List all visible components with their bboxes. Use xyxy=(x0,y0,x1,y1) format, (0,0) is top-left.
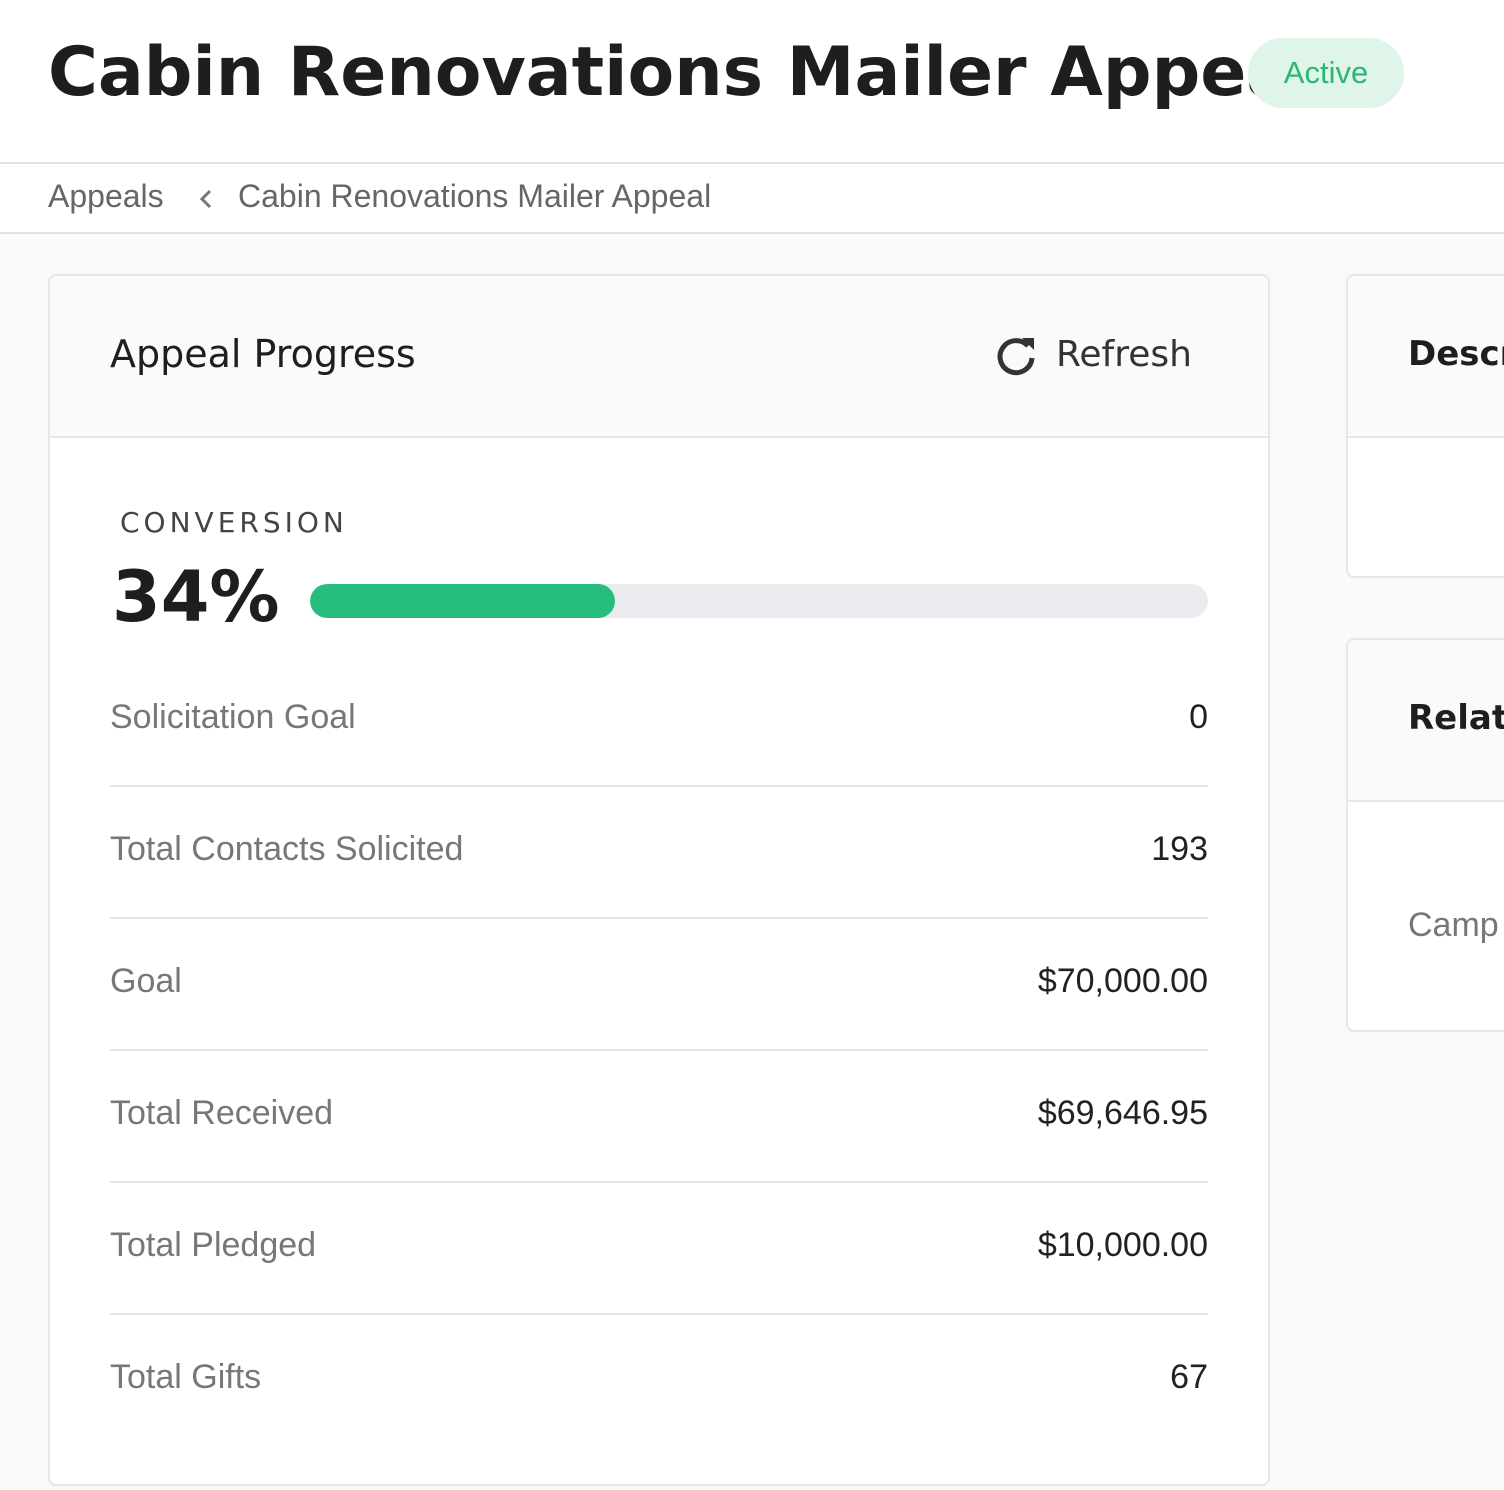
row-separator xyxy=(110,917,1208,919)
status-badge: Active xyxy=(1248,38,1404,108)
row-value: $69,646.95 xyxy=(1037,1094,1208,1132)
card-title: Descr xyxy=(1408,334,1504,374)
breadcrumb: Appeals Cabin Renovations Mailer Appeal xyxy=(0,164,1504,234)
card-title: Appeal Progress xyxy=(110,332,416,376)
breadcrumb-link[interactable]: Appeals xyxy=(48,178,164,214)
relations-card: Relati Camp xyxy=(1346,638,1504,1032)
progress-fill xyxy=(310,584,616,618)
row-separator xyxy=(110,1049,1208,1051)
row-separator xyxy=(110,785,1208,787)
refresh-icon[interactable] xyxy=(994,334,1038,378)
row-label: Total Contacts Solicited xyxy=(110,830,464,868)
row-value: $70,000.00 xyxy=(1037,962,1208,1000)
description-card: Descr xyxy=(1346,274,1504,578)
page-title: Cabin Renovations Mailer Appeal xyxy=(48,33,1316,112)
progress-card: Appeal Progress Refresh CONVERSION 34% S… xyxy=(48,274,1270,1486)
refresh-button[interactable]: Refresh xyxy=(1056,334,1192,375)
card-header: Descr xyxy=(1348,276,1504,438)
header: Cabin Renovations Mailer Appeal Active xyxy=(0,0,1504,164)
card-title: Relati xyxy=(1408,698,1504,738)
row-value: 0 xyxy=(1189,698,1208,736)
conversion-label: CONVERSION xyxy=(120,506,348,539)
row-separator xyxy=(110,1181,1208,1183)
row-value: 193 xyxy=(1151,830,1208,868)
row-label: Total Received xyxy=(110,1094,334,1132)
breadcrumb-current: Cabin Renovations Mailer Appeal xyxy=(238,178,712,214)
row-label: Solicitation Goal xyxy=(110,698,356,736)
row-separator xyxy=(110,1313,1208,1315)
card-header: Appeal Progress Refresh xyxy=(50,276,1268,438)
row-label: Goal xyxy=(110,962,182,1000)
row-value: $10,000.00 xyxy=(1037,1226,1208,1264)
field-label: Camp xyxy=(1408,906,1499,944)
conversion-value: 34% xyxy=(112,556,280,638)
row-label: Total Pledged xyxy=(110,1226,317,1264)
progress-track xyxy=(310,584,1208,618)
row-label: Total Gifts xyxy=(110,1358,262,1396)
card-header: Relati xyxy=(1348,640,1504,802)
row-value: 67 xyxy=(1170,1358,1208,1396)
breadcrumb-chevron xyxy=(199,189,212,209)
